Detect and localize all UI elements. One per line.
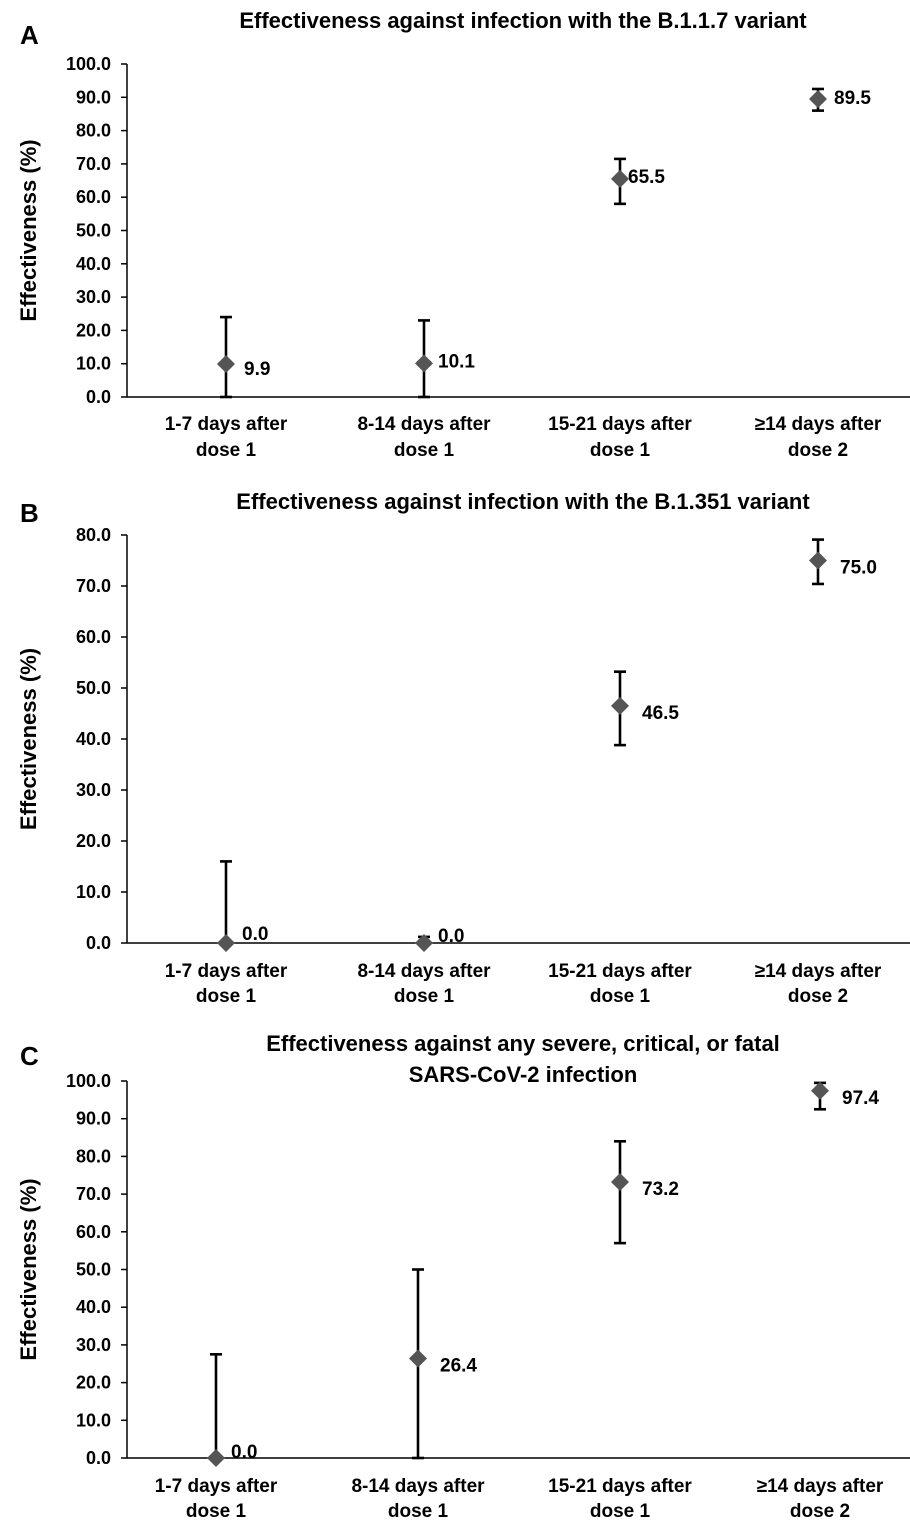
y-tick-label: 20.0 bbox=[76, 1373, 111, 1393]
y-tick-label: 10.0 bbox=[76, 354, 111, 374]
data-label: 97.4 bbox=[842, 1088, 879, 1109]
y-tick-label: 60.0 bbox=[76, 1222, 111, 1242]
chart-title: Effectiveness against infection with the… bbox=[236, 489, 810, 514]
data-point-marker bbox=[217, 934, 235, 952]
x-category-label: 1-7 days after bbox=[165, 961, 288, 982]
x-category-label: dose 1 bbox=[394, 986, 455, 1007]
data-point-marker bbox=[207, 1449, 225, 1467]
y-axis-label: Effectiveness (%) bbox=[16, 139, 41, 321]
y-tick-label: 80.0 bbox=[76, 525, 111, 545]
x-category-label: 8-14 days after bbox=[351, 1476, 485, 1497]
y-tick-label: 50.0 bbox=[76, 678, 111, 698]
x-category-label: dose 1 bbox=[590, 1501, 651, 1522]
x-category-label: dose 1 bbox=[186, 1501, 247, 1522]
data-point-marker bbox=[811, 1081, 829, 1100]
y-tick-label: 0.0 bbox=[86, 1448, 111, 1468]
data-point-marker bbox=[217, 355, 235, 374]
x-category-label: 1-7 days after bbox=[155, 1476, 278, 1497]
y-tick-label: 60.0 bbox=[76, 187, 111, 207]
y-tick-label: 70.0 bbox=[76, 154, 111, 174]
x-category-label: dose 2 bbox=[788, 440, 848, 461]
x-category-label: 15-21 days after bbox=[548, 961, 692, 982]
y-tick-label: 50.0 bbox=[76, 1260, 111, 1280]
x-category-label: dose 1 bbox=[590, 440, 651, 461]
data-label: 26.4 bbox=[440, 1355, 477, 1376]
y-axis-label: Effectiveness (%) bbox=[16, 648, 41, 830]
data-point-marker bbox=[415, 354, 433, 373]
chart-title: Effectiveness against infection with the… bbox=[239, 8, 807, 33]
x-category-label: 15-21 days after bbox=[548, 414, 692, 435]
data-label: 9.9 bbox=[244, 359, 270, 380]
y-tick-label: 10.0 bbox=[76, 882, 111, 902]
panel-letter: C bbox=[20, 1041, 39, 1071]
y-tick-label: 30.0 bbox=[76, 780, 111, 800]
y-tick-label: 40.0 bbox=[76, 729, 111, 749]
data-label: 89.5 bbox=[834, 88, 871, 109]
y-axis-label: Effectiveness (%) bbox=[16, 1178, 41, 1360]
x-category-label: dose 1 bbox=[394, 440, 455, 461]
y-tick-label: 30.0 bbox=[76, 287, 111, 307]
x-category-label: 8-14 days after bbox=[357, 414, 491, 435]
data-label: 0.0 bbox=[438, 926, 464, 947]
data-point-marker bbox=[809, 551, 827, 570]
y-tick-label: 80.0 bbox=[76, 1146, 111, 1166]
data-point-marker bbox=[611, 1173, 629, 1192]
panel-letter: A bbox=[20, 20, 39, 50]
data-label: 75.0 bbox=[840, 558, 877, 579]
x-category-label: 15-21 days after bbox=[548, 1476, 692, 1497]
chart-title: Effectiveness against any severe, critic… bbox=[266, 1031, 780, 1056]
y-tick-label: 50.0 bbox=[76, 221, 111, 241]
x-category-label: dose 1 bbox=[388, 1501, 449, 1522]
y-tick-label: 20.0 bbox=[76, 320, 111, 340]
y-tick-label: 70.0 bbox=[76, 576, 111, 596]
x-category-label: dose 1 bbox=[196, 986, 257, 1007]
x-category-label: dose 2 bbox=[790, 1501, 850, 1522]
data-point-marker bbox=[809, 89, 827, 108]
x-category-label: 1-7 days after bbox=[165, 414, 288, 435]
panel-letter: B bbox=[20, 498, 39, 528]
data-label: 0.0 bbox=[231, 1442, 257, 1463]
y-tick-label: 80.0 bbox=[76, 121, 111, 141]
y-tick-label: 60.0 bbox=[76, 627, 111, 647]
data-label: 46.5 bbox=[642, 703, 679, 724]
chart-panel-c: C Effectiveness against any severe, criti… bbox=[16, 1031, 910, 1522]
x-category-label: dose 2 bbox=[788, 986, 848, 1007]
y-tick-label: 10.0 bbox=[76, 1410, 111, 1430]
y-tick-label: 0.0 bbox=[86, 387, 111, 407]
chart-title: SARS-CoV-2 infection bbox=[409, 1062, 638, 1087]
y-tick-label: 70.0 bbox=[76, 1184, 111, 1204]
y-tick-label: 0.0 bbox=[86, 933, 111, 953]
x-category-label: ≥14 days after bbox=[755, 414, 882, 435]
y-tick-label: 20.0 bbox=[76, 831, 111, 851]
x-category-label: 8-14 days after bbox=[357, 961, 491, 982]
x-category-label: dose 1 bbox=[196, 440, 257, 461]
x-category-label: ≥14 days after bbox=[755, 961, 882, 982]
y-tick-label: 100.0 bbox=[66, 1071, 111, 1091]
x-category-label: dose 1 bbox=[590, 986, 651, 1007]
data-label: 73.2 bbox=[642, 1179, 679, 1200]
y-tick-label: 90.0 bbox=[76, 1109, 111, 1129]
chart-panel-b: B Effectiveness against infection with th… bbox=[16, 489, 910, 1007]
x-category-label: ≥14 days after bbox=[757, 1476, 884, 1497]
data-point-marker bbox=[611, 696, 629, 715]
y-tick-label: 90.0 bbox=[76, 87, 111, 107]
chart-panel-a: A Effectiveness against infection with th… bbox=[16, 8, 910, 461]
data-label: 0.0 bbox=[242, 924, 268, 945]
data-point-marker bbox=[415, 934, 433, 952]
data-point-marker bbox=[611, 169, 629, 188]
y-tick-label: 40.0 bbox=[76, 254, 111, 274]
data-label: 10.1 bbox=[438, 351, 475, 372]
data-label: 65.5 bbox=[628, 167, 665, 188]
y-tick-label: 100.0 bbox=[66, 54, 111, 74]
data-point-marker bbox=[409, 1349, 427, 1368]
y-tick-label: 30.0 bbox=[76, 1335, 111, 1355]
y-tick-label: 40.0 bbox=[76, 1297, 111, 1317]
